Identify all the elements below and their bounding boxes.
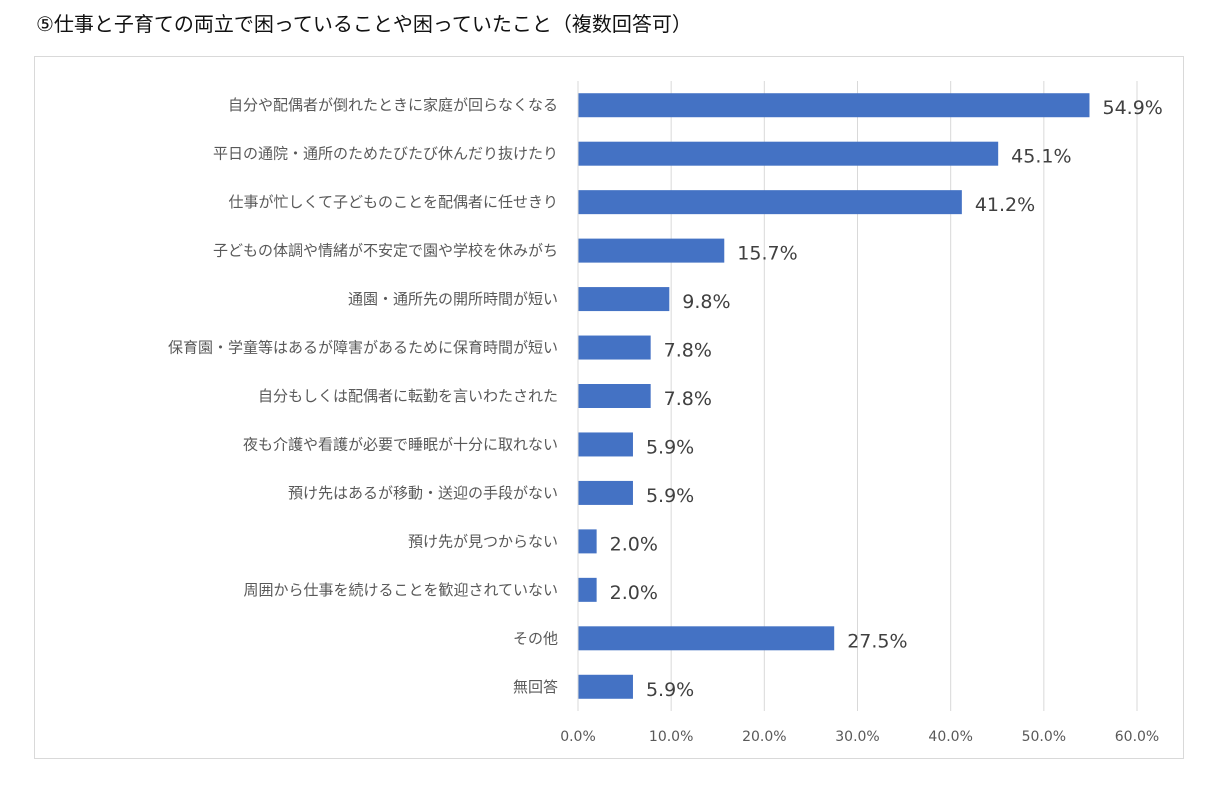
bar[interactable] (578, 190, 962, 215)
category-label: 無回答 (513, 678, 558, 696)
page-title: ⑤仕事と子育ての両立で困っていることや困っていたこと（複数回答可） (36, 12, 692, 36)
bar[interactable] (578, 238, 725, 263)
bar[interactable] (578, 577, 597, 602)
bar[interactable] (578, 674, 633, 699)
bar[interactable] (578, 432, 633, 457)
x-tick-label: 10.0% (649, 729, 693, 745)
category-label: 預け先はあるが移動・送迎の手段がない (288, 484, 558, 502)
category-label: 仕事が忙しくて子どものことを配偶者に任せきり (228, 193, 558, 211)
bar[interactable] (578, 384, 651, 408)
bar[interactable] (578, 141, 999, 166)
data-label: 7.8% (664, 388, 712, 410)
chart-area: 0.0% 10.0% 20.0% 30.0% 40.0% 50.0% 60.0% 自分や配偶者… (34, 56, 1184, 759)
data-label: 5.9% (646, 436, 694, 458)
data-label: 7.8% (664, 340, 712, 362)
bar[interactable] (578, 626, 835, 651)
x-tick-label: 30.0% (835, 729, 879, 745)
x-tick-label: 50.0% (1022, 729, 1066, 745)
bar[interactable] (578, 287, 670, 312)
x-tick-label: 0.0% (560, 729, 596, 745)
bar[interactable] (578, 335, 651, 360)
bar-chart: 0.0% 10.0% 20.0% 30.0% 40.0% 50.0% 60.0% 自分や配偶者… (168, 81, 1163, 745)
category-label: 自分や配偶者が倒れたときに家庭が回らなくなる (228, 96, 558, 114)
data-label: 54.9% (1102, 97, 1162, 119)
data-label: 2.0% (610, 582, 658, 604)
bar[interactable] (578, 93, 1090, 118)
category-label: 平日の通院・通所のためたびたび休んだり抜けたり (213, 145, 558, 163)
category-label: 夜も介護や看護が必要で睡眠が十分に取れない (243, 435, 558, 453)
data-label: 15.7% (737, 243, 797, 265)
bar[interactable] (578, 480, 633, 505)
category-label: 保育園・学童等はあるが障害があるために保育時間が短い (168, 339, 558, 357)
category-label: 預け先が見つからない (408, 532, 558, 550)
x-tick-label: 60.0% (1115, 729, 1159, 745)
data-label: 9.8% (682, 291, 730, 313)
category-label: 周囲から仕事を続けることを歓迎されていない (243, 581, 558, 599)
data-label: 41.2% (975, 194, 1035, 216)
category-label: 子どもの体調や情緒が不安定で園や学校を休みがち (213, 242, 558, 260)
category-label: 自分もしくは配偶者に転勤を言いわたされた (258, 387, 558, 405)
data-label: 5.9% (646, 679, 694, 701)
x-tick-label: 20.0% (742, 729, 786, 745)
data-label: 5.9% (646, 485, 694, 507)
data-label: 2.0% (610, 533, 658, 555)
category-label: 通園・通所先の開所時間が短い (348, 290, 558, 308)
data-label: 45.1% (1011, 146, 1071, 168)
x-tick-label: 40.0% (928, 729, 972, 745)
category-label: その他 (513, 629, 558, 647)
data-label: 27.5% (847, 630, 907, 652)
bar[interactable] (578, 529, 597, 554)
